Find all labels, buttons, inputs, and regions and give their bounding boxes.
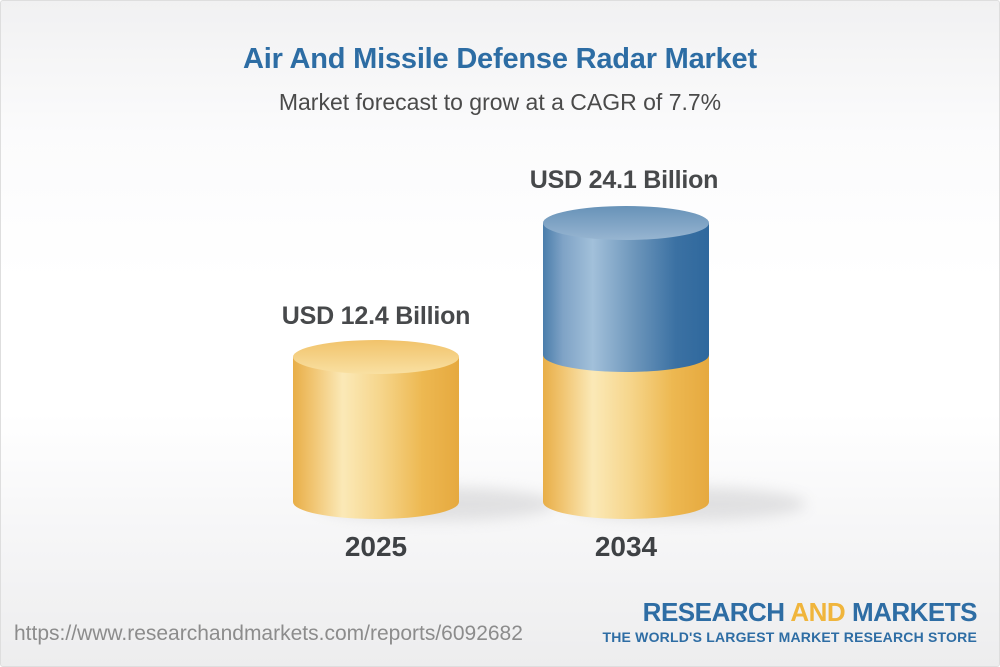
- research-and-markets-logo: RESEARCH AND MARKETS THE WORLD'S LARGEST…: [602, 598, 977, 645]
- page-subtitle: Market forecast to grow at a CAGR of 7.7…: [278, 89, 722, 115]
- logo-word-markets: MARKETS: [851, 597, 978, 627]
- logo-word-research: RESEARCH: [642, 597, 785, 627]
- cylinder-2034-base-segment: [543, 355, 709, 519]
- value-label-2025: USD 12.4 Billion: [281, 302, 471, 330]
- x-axis-label-2034: 2034: [594, 531, 658, 562]
- cylinder-2034-growth-segment: [543, 223, 709, 372]
- logo-wordmark: RESEARCH AND MARKETS: [602, 597, 978, 627]
- x-axis-label-2025: 2025: [344, 531, 408, 562]
- cylinder-2025: [293, 340, 459, 519]
- logo-word-and: AND: [790, 597, 846, 627]
- page-title: Air And Missile Defense Radar Market: [243, 43, 757, 75]
- report-url: https://www.researchandmarkets.com/repor…: [14, 622, 523, 645]
- logo-tagline: THE WORLD'S LARGEST MARKET RESEARCH STOR…: [602, 628, 977, 645]
- cylinder-2034: [543, 206, 709, 519]
- value-label-2034: USD 24.1 Billion: [529, 166, 719, 194]
